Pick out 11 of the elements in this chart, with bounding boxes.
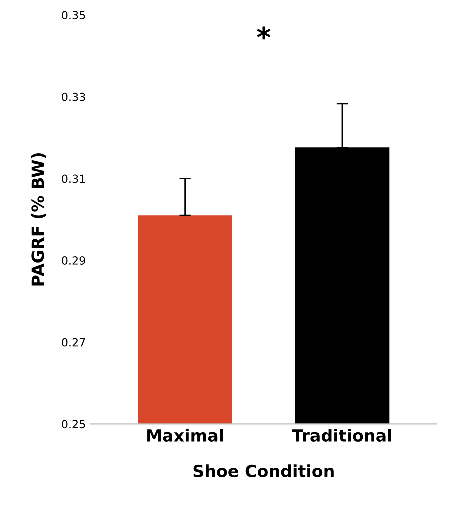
y-tick-label: 0.27: [62, 338, 86, 347]
annotation: *: [257, 26, 271, 40]
y-tick-label: 0.25: [62, 420, 86, 429]
y-tick-label: 0.31: [62, 174, 86, 184]
x-tick-label: Traditional: [292, 429, 392, 442]
x-axis-title: Shoe Condition: [194, 464, 334, 478]
y-axis-title: PAGRF (% BW): [31, 154, 46, 286]
x-tick-label: Maximal: [148, 429, 224, 442]
y-tick-label: 0.35: [62, 11, 86, 20]
y-tick-label: 0.33: [62, 92, 86, 102]
y-tick-label: 0.29: [62, 256, 86, 265]
